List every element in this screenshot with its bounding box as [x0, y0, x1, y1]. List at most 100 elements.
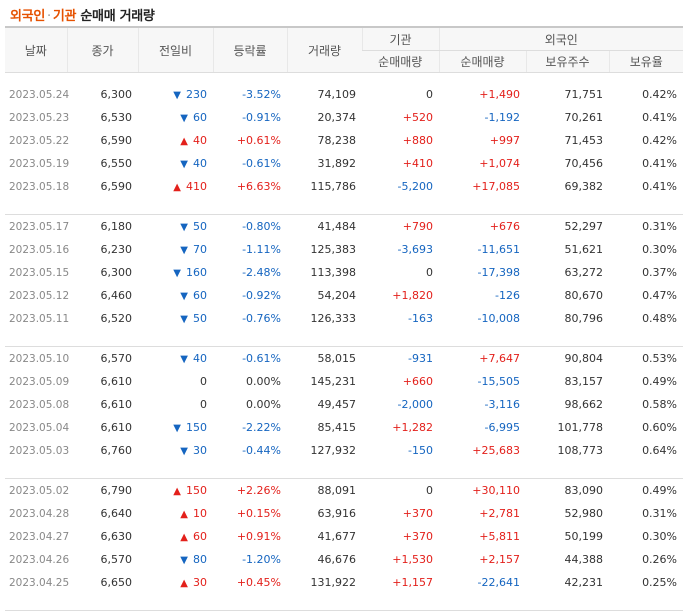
close-cell: 6,590: [100, 180, 133, 193]
title-separator: ·: [46, 9, 51, 24]
table-row: 2023.05.08 6,610 0 0.00% 49,457 -2,000 -3,116 9…: [5, 393, 683, 416]
change-cell: ▼ 40: [138, 152, 213, 175]
header-inst-net: 순매매량: [362, 50, 439, 73]
foreign-net-cell: -3,116: [484, 398, 520, 411]
foreign-hold-cell: 51,621: [564, 243, 604, 256]
close-cell: 6,590: [100, 134, 133, 147]
foreign-ratio-cell: 0.49%: [642, 375, 678, 388]
title-rest: 순매매 거래량: [80, 9, 155, 24]
date-cell: 2023.05.18: [9, 180, 70, 193]
foreign-net-cell: -10,008: [477, 312, 520, 325]
volume-cell: 74,109: [317, 88, 357, 101]
rate-cell: +2.26%: [236, 484, 281, 497]
foreign-net-cell: +25,683: [472, 444, 520, 457]
table-row: 2023.05.22 6,590 ▲ 40 +0.61% 78,238 +880 +997 71…: [5, 129, 683, 152]
change-cell: ▼ 70: [138, 238, 213, 261]
close-cell: 6,630: [100, 530, 133, 543]
separator-cell: [5, 594, 684, 611]
foreign-ratio-cell: 0.60%: [642, 421, 678, 434]
table-row: 2023.05.23 6,530 ▼ 60 -0.91% 20,374 +520 -1,192…: [5, 106, 683, 129]
change-cell: 0: [138, 370, 213, 393]
change-value: 30: [193, 444, 207, 457]
foreign-ratio-cell: 0.31%: [642, 507, 678, 520]
table-row: 2023.05.12 6,460 ▼ 60 -0.92% 54,204 +1,820 -126…: [5, 284, 683, 307]
change-cell: ▼ 230: [138, 83, 213, 106]
rate-cell: -0.80%: [242, 220, 281, 233]
rate-cell: -0.91%: [242, 111, 281, 124]
rate-cell: +6.63%: [236, 180, 281, 193]
foreign-net-cell: -17,398: [477, 266, 520, 279]
foreign-net-cell: +17,085: [472, 180, 520, 193]
triangle-up-icon: ▲: [180, 532, 188, 543]
rate-cell: 0.00%: [246, 375, 281, 388]
inst-net-cell: -150: [408, 444, 433, 457]
triangle-up-icon: ▲: [173, 182, 181, 193]
separator-cell: [5, 462, 684, 479]
change-value: 60: [193, 289, 207, 302]
header-rate: 등락률: [212, 26, 287, 73]
table-row: 2023.05.16 6,230 ▼ 70 -1.11% 125,383 -3,693 -11…: [5, 238, 683, 261]
date-cell: 2023.05.24: [9, 88, 70, 101]
foreign-hold-cell: 63,272: [564, 266, 604, 279]
change-cell: ▼ 60: [138, 284, 213, 307]
close-cell: 6,550: [100, 157, 133, 170]
table-row: 2023.05.02 6,790 ▲ 150 +2.26% 88,091 0 +30,110 8…: [5, 479, 683, 503]
foreign-ratio-cell: 0.42%: [642, 134, 678, 147]
inst-net-cell: 0: [426, 88, 433, 101]
foreign-ratio-cell: 0.42%: [642, 88, 678, 101]
inst-net-cell: +370: [402, 530, 433, 543]
volume-cell: 145,231: [310, 375, 357, 388]
inst-net-cell: +1,282: [392, 421, 433, 434]
change-value: 150: [186, 484, 207, 497]
close-cell: 6,300: [100, 88, 133, 101]
foreign-hold-cell: 44,388: [564, 553, 604, 566]
change-value: 10: [193, 507, 207, 520]
triangle-down-icon: ▼: [180, 354, 188, 365]
rate-cell: -0.61%: [242, 157, 281, 170]
change-cell: ▼ 150: [138, 416, 213, 439]
foreign-net-cell: -11,651: [477, 243, 520, 256]
rate-cell: -1.11%: [242, 243, 281, 256]
change-value: 70: [193, 243, 207, 256]
foreign-hold-cell: 70,261: [564, 111, 604, 124]
change-cell: ▲ 10: [138, 502, 213, 525]
close-cell: 6,520: [100, 312, 133, 325]
inst-net-cell: -3,693: [397, 243, 433, 256]
table-row: 2023.05.17 6,180 ▼ 50 -0.80% 41,484 +790 +676 52…: [5, 215, 683, 239]
close-cell: 6,610: [100, 375, 133, 388]
volume-cell: 41,484: [317, 220, 357, 233]
rate-cell: -2.22%: [242, 421, 281, 434]
close-cell: 6,610: [100, 421, 133, 434]
inst-net-cell: -2,000: [397, 398, 433, 411]
close-cell: 6,180: [100, 220, 133, 233]
volume-cell: 115,786: [310, 180, 357, 193]
change-value: 50: [193, 220, 207, 233]
triangle-down-icon: ▼: [173, 90, 181, 101]
rate-cell: -0.92%: [242, 289, 281, 302]
table-row: 2023.04.26 6,570 ▼ 80 -1.20% 46,676 +1,530 +2,1…: [5, 548, 683, 571]
change-value: 60: [193, 111, 207, 124]
change-cell: ▼ 50: [138, 307, 213, 330]
volume-cell: 58,015: [317, 352, 357, 365]
volume-cell: 54,204: [317, 289, 357, 302]
header-change: 전일비: [137, 26, 213, 73]
inst-net-cell: +1,157: [392, 576, 433, 589]
foreign-ratio-cell: 0.48%: [642, 312, 678, 325]
foreign-ratio-cell: 0.31%: [642, 220, 678, 233]
foreign-ratio-cell: 0.26%: [642, 553, 678, 566]
close-cell: 6,650: [100, 576, 133, 589]
foreign-net-cell: -15,505: [477, 375, 520, 388]
group-separator: [5, 594, 684, 611]
foreign-hold-cell: 83,090: [564, 484, 604, 497]
foreign-hold-cell: 108,773: [557, 444, 604, 457]
triangle-down-icon: ▼: [180, 113, 188, 124]
change-value: 0: [200, 375, 207, 388]
inst-net-cell: -163: [408, 312, 433, 325]
change-value: 40: [193, 352, 207, 365]
table-row: 2023.04.25 6,650 ▲ 30 +0.45% 131,922 +1,157 -22…: [5, 571, 683, 594]
triangle-down-icon: ▼: [180, 446, 188, 457]
rate-cell: -2.48%: [242, 266, 281, 279]
foreign-ratio-cell: 0.41%: [642, 180, 678, 193]
triangle-down-icon: ▼: [173, 268, 181, 279]
foreign-net-cell: -126: [495, 289, 520, 302]
